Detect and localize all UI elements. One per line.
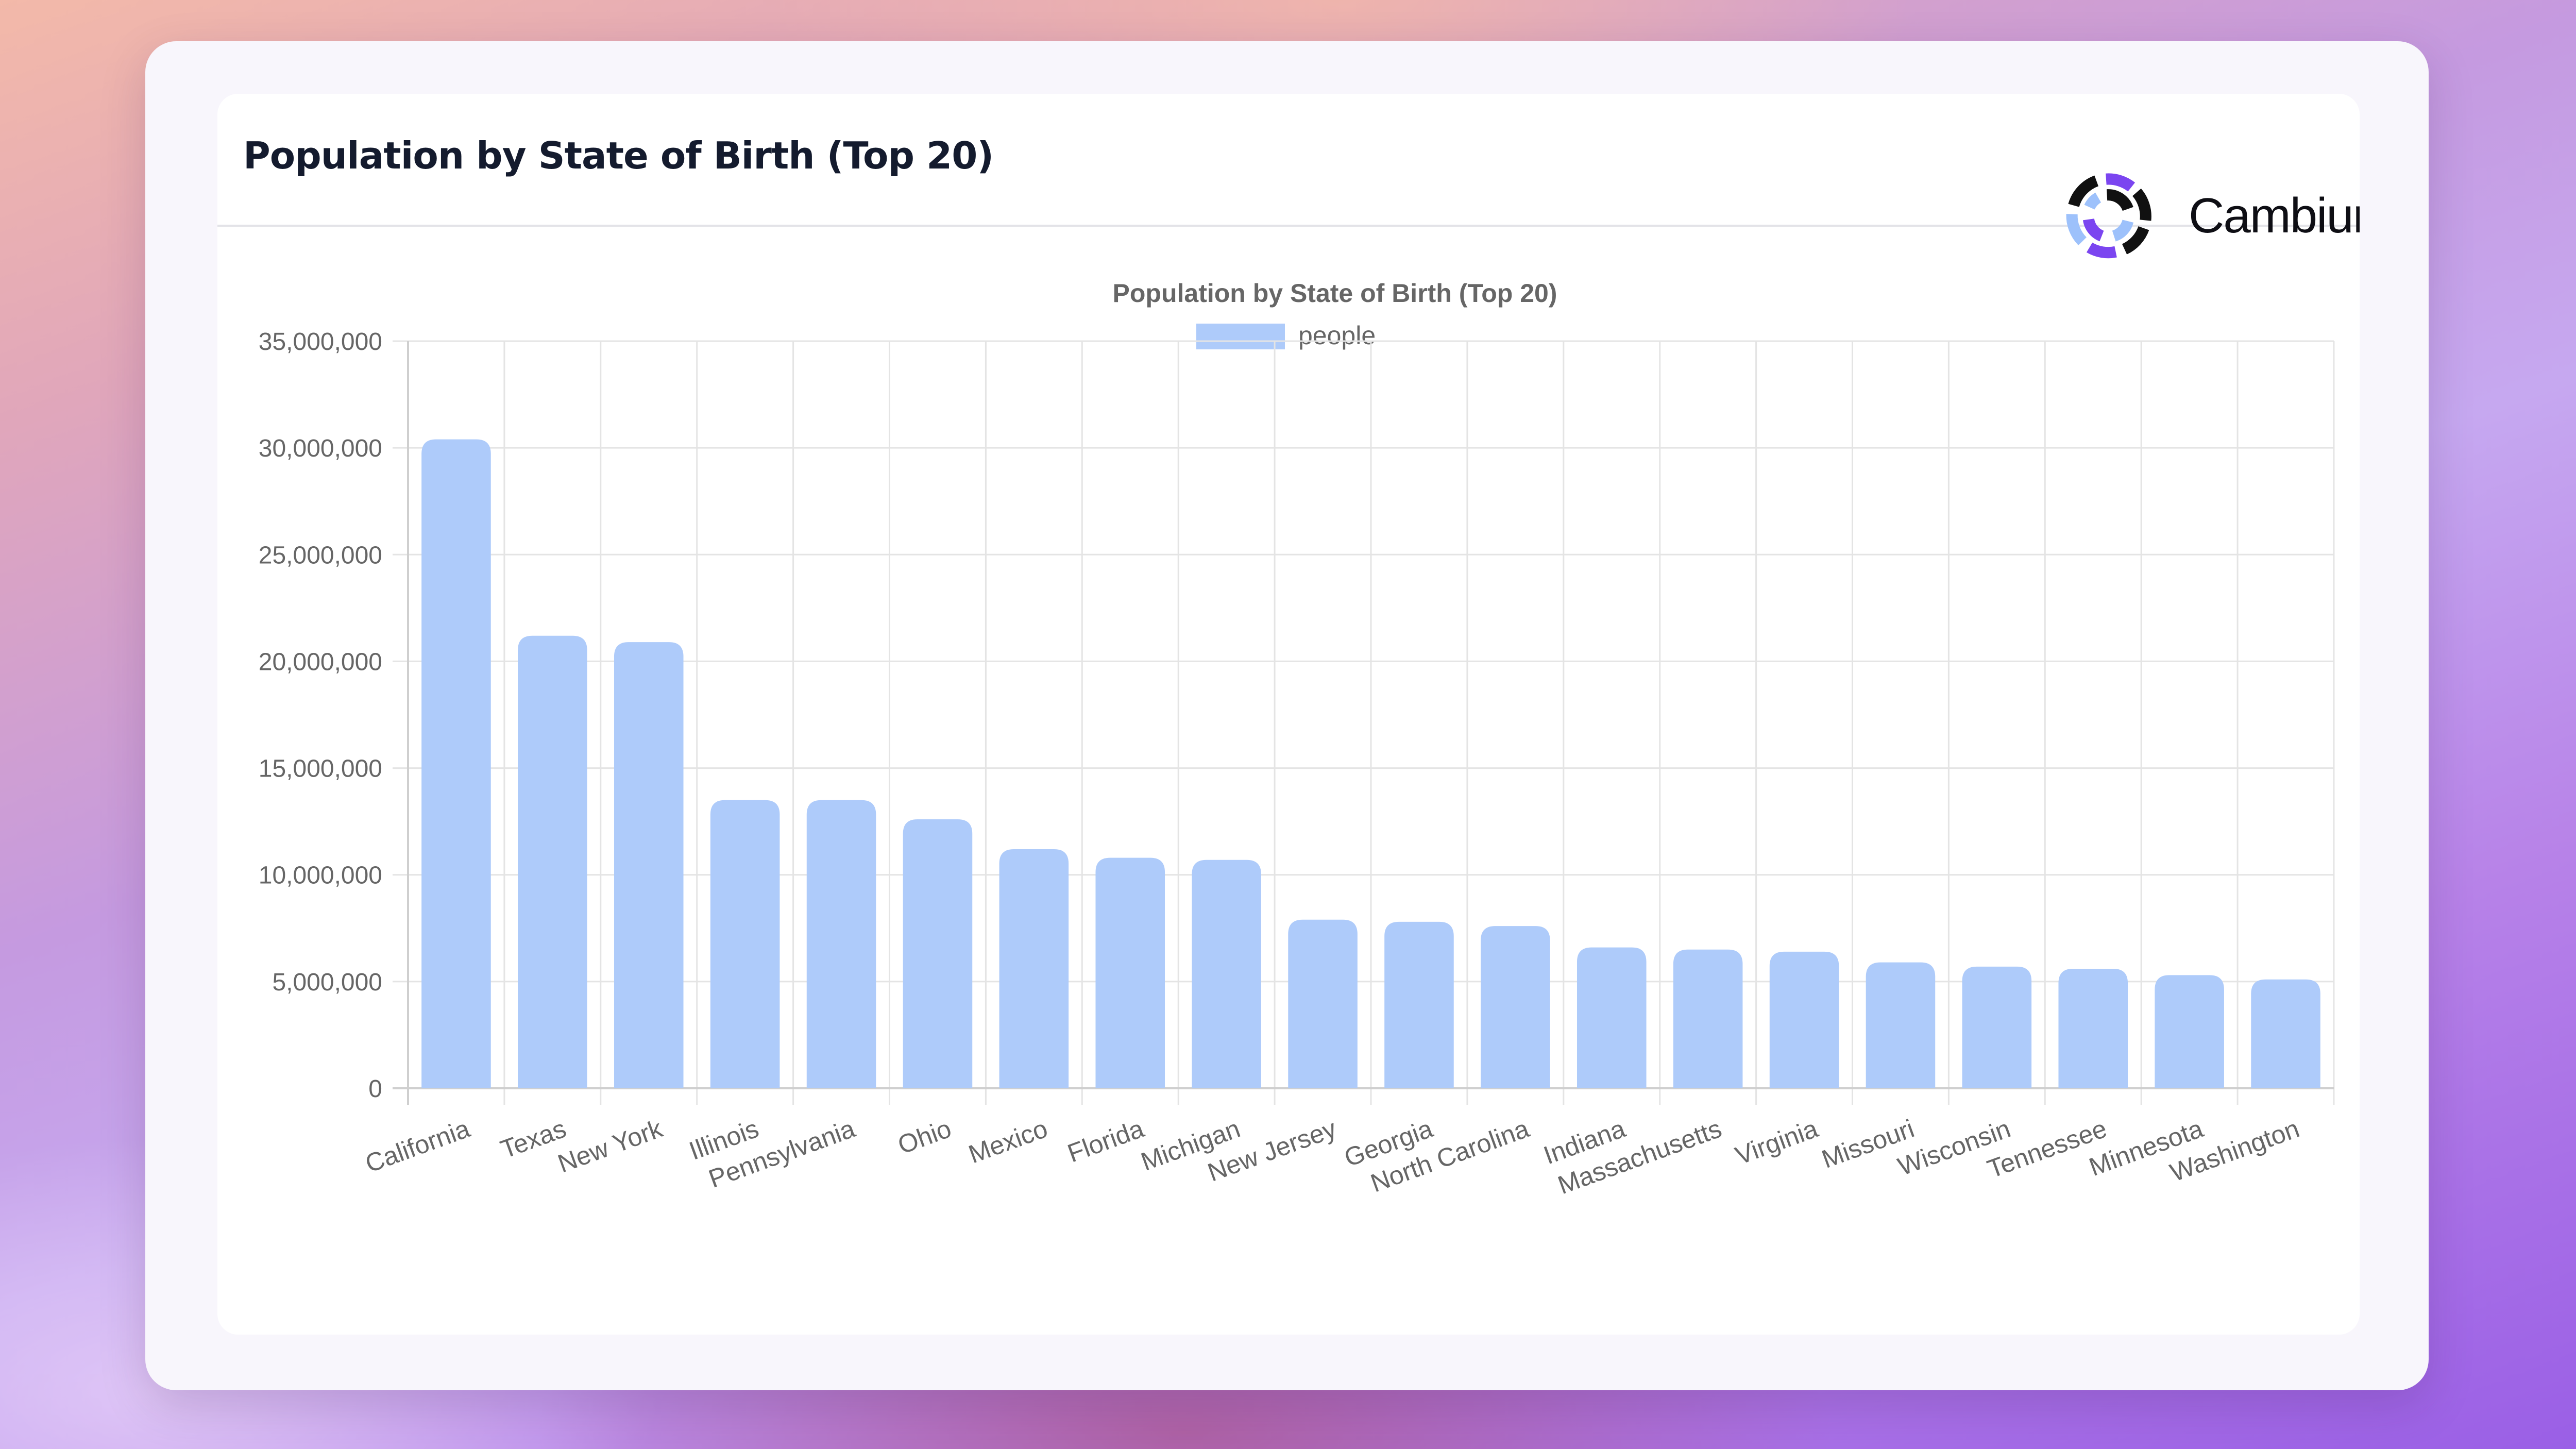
outer-card: Population by State of Birth (Top 20) Po… (145, 41, 2429, 1390)
x-tick-label: California (362, 1114, 474, 1178)
chart-title: Population by State of Birth (Top 20) (1113, 279, 1557, 308)
card-header: Population by State of Birth (Top 20) (217, 94, 2360, 227)
y-tick-label: 20,000,000 (259, 648, 382, 676)
bar (421, 439, 491, 1088)
bar (1384, 921, 1454, 1088)
bar (1481, 926, 1550, 1088)
card-title: Population by State of Birth (Top 20) (243, 134, 994, 177)
y-tick-label: 35,000,000 (259, 328, 382, 356)
x-tick-label: Virginia (1732, 1114, 1822, 1170)
y-tick-label: 30,000,000 (259, 435, 382, 462)
bar (710, 800, 780, 1088)
bar (2058, 969, 2128, 1088)
bar (2251, 979, 2320, 1088)
bar (518, 635, 587, 1088)
bar (1095, 857, 1165, 1088)
x-tick-label: Ohio (894, 1114, 955, 1160)
bar (1577, 947, 1647, 1088)
legend-swatch (1196, 324, 1285, 349)
bar (903, 819, 973, 1088)
y-tick-label: 25,000,000 (259, 542, 382, 569)
chart-card: Population by State of Birth (Top 20) Po… (217, 94, 2360, 1335)
bar (1192, 860, 1261, 1088)
x-tick-label: New York (554, 1114, 667, 1178)
bar-chart: Population by State of Birth (Top 20) peo… (259, 279, 2335, 1200)
bar (1288, 919, 1358, 1088)
y-tick-label: 15,000,000 (259, 755, 382, 783)
brand: Cambium.AI (2065, 172, 2360, 260)
y-tick-label: 5,000,000 (272, 969, 382, 996)
bar (806, 800, 876, 1088)
y-tick-label: 0 (368, 1075, 382, 1103)
x-tick-label: Florida (1064, 1114, 1148, 1168)
bar (1769, 951, 1839, 1088)
bar (1673, 949, 1743, 1088)
bar (614, 642, 684, 1088)
bar (1866, 962, 1936, 1088)
x-tick-label: Mexico (965, 1114, 1052, 1169)
bar (2155, 975, 2224, 1088)
brand-name: Cambium.AI (2189, 188, 2360, 243)
cambium-logo-icon (2066, 173, 2151, 259)
bar (1962, 966, 2032, 1088)
y-tick-label: 10,000,000 (259, 862, 382, 889)
legend-label: people (1298, 321, 1376, 350)
bar (999, 849, 1069, 1088)
